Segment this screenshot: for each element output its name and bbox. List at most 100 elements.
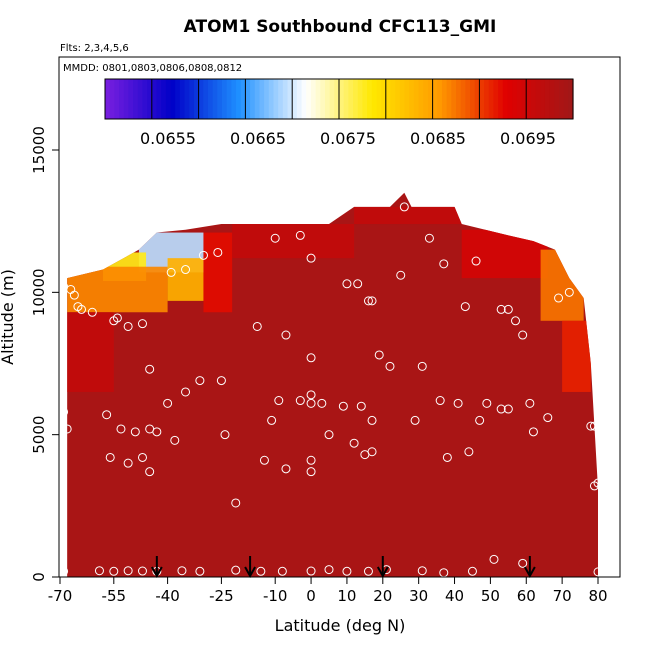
observation-point bbox=[62, 424, 72, 434]
colorbar-cell bbox=[240, 79, 246, 119]
observation-point bbox=[543, 413, 553, 423]
observation-point bbox=[69, 290, 79, 300]
flight-markers bbox=[150, 556, 536, 579]
observation-point bbox=[582, 250, 592, 260]
observation-point bbox=[324, 565, 334, 575]
observation-point bbox=[163, 398, 173, 408]
observation-point bbox=[252, 321, 262, 331]
observation-point bbox=[342, 279, 352, 289]
colorbar-cell bbox=[479, 79, 485, 119]
observation-point bbox=[123, 458, 133, 468]
observation-points bbox=[59, 202, 607, 578]
observation-point bbox=[123, 321, 133, 331]
colorbar-cell bbox=[259, 79, 265, 119]
colorbar-cell bbox=[418, 79, 424, 119]
y-tick-label: 0 bbox=[30, 572, 48, 582]
colorbar-cell bbox=[423, 79, 429, 119]
observation-point bbox=[589, 421, 599, 431]
observation-point bbox=[295, 230, 305, 240]
observation-point bbox=[518, 558, 528, 568]
colorbar-cell bbox=[254, 79, 261, 119]
colorbar-cell bbox=[320, 79, 326, 119]
x-tick-label: 10 bbox=[337, 587, 356, 605]
observation-point bbox=[281, 464, 291, 474]
colorbar-cell bbox=[441, 79, 448, 119]
observation-point bbox=[435, 396, 445, 406]
colorbar-cell bbox=[207, 79, 214, 119]
colorbar-cell bbox=[474, 79, 480, 119]
colorbar-cell bbox=[395, 79, 401, 119]
observation-point bbox=[213, 247, 223, 257]
observation-point bbox=[295, 396, 305, 406]
observation-point bbox=[511, 316, 521, 326]
colorbar-cell bbox=[530, 79, 537, 119]
colorbar-cell bbox=[306, 79, 312, 119]
observation-point bbox=[77, 304, 87, 314]
colorbar-cell bbox=[301, 79, 307, 119]
colorbar-cell bbox=[123, 79, 129, 119]
colorbar-cell bbox=[315, 79, 321, 119]
x-tick-label: 80 bbox=[588, 587, 607, 605]
colorbar-cell bbox=[540, 79, 546, 119]
colorbar-cell bbox=[446, 79, 452, 119]
observation-point bbox=[453, 398, 463, 408]
observation-point bbox=[267, 415, 277, 425]
observation-point bbox=[195, 566, 205, 576]
observation-point bbox=[87, 307, 97, 317]
colorbar-cell bbox=[558, 79, 565, 119]
observation-point bbox=[496, 404, 506, 414]
observation-point bbox=[116, 424, 126, 434]
observation-point bbox=[220, 430, 230, 440]
colorbar-tick-label: 0.0695 bbox=[500, 129, 556, 148]
colorbar-cell bbox=[264, 79, 270, 119]
observation-point bbox=[482, 398, 492, 408]
observation-point bbox=[123, 566, 133, 576]
observation-point bbox=[152, 427, 162, 437]
x-axis-label: Latitude (deg N) bbox=[275, 616, 406, 635]
colorbar-cell bbox=[437, 79, 443, 119]
field-patch-6 bbox=[232, 224, 355, 259]
colorbar-cell bbox=[334, 79, 340, 119]
observation-point bbox=[489, 554, 499, 564]
colorbar-cell bbox=[568, 79, 574, 119]
observation-point bbox=[554, 293, 564, 303]
x-tick-label: 50 bbox=[481, 587, 500, 605]
observation-point bbox=[467, 566, 477, 576]
colorbar-cell bbox=[357, 79, 363, 119]
colorbar-cell bbox=[488, 79, 495, 119]
observation-point bbox=[410, 415, 420, 425]
heatmap-field bbox=[67, 192, 598, 577]
colorbar-cell bbox=[231, 79, 237, 119]
y-tick-label: 15000 bbox=[30, 126, 48, 174]
field-patch-10 bbox=[354, 206, 462, 225]
colorbar-cell bbox=[516, 79, 523, 119]
field-patch-3 bbox=[167, 258, 204, 301]
y-axis: 0 5000 10000 15000 bbox=[30, 126, 60, 582]
colorbar-cell bbox=[484, 79, 490, 119]
colorbar-cell bbox=[343, 79, 349, 119]
field-patches bbox=[67, 206, 591, 392]
observation-point bbox=[59, 566, 69, 576]
observation-point bbox=[112, 313, 122, 323]
colorbar-cell bbox=[161, 79, 167, 119]
observation-point bbox=[94, 566, 104, 576]
observation-point bbox=[130, 427, 140, 437]
colorbar-cell bbox=[105, 79, 111, 119]
observation-point bbox=[396, 270, 406, 280]
x-tick-label: -40 bbox=[155, 587, 180, 605]
colorbar-cell bbox=[151, 79, 158, 119]
observation-point bbox=[102, 410, 112, 420]
colorbar-cell bbox=[137, 79, 144, 119]
observation-point bbox=[145, 364, 155, 374]
observation-point bbox=[137, 319, 147, 329]
colorbar-cell bbox=[498, 79, 504, 119]
observation-point bbox=[464, 447, 474, 457]
observation-point bbox=[137, 452, 147, 462]
observation-point bbox=[306, 455, 316, 465]
observation-point bbox=[198, 250, 208, 260]
observation-point bbox=[496, 304, 506, 314]
observation-point bbox=[270, 233, 280, 243]
observation-point bbox=[597, 481, 607, 491]
colorbar-cell bbox=[493, 79, 499, 119]
